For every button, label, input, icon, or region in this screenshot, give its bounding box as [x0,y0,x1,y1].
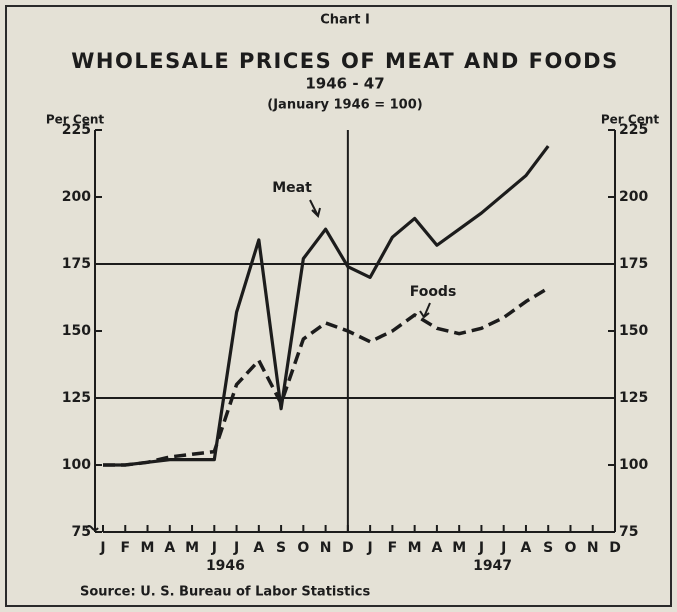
series-annotation: Foods [410,284,457,300]
x-tick-label: F [120,540,130,556]
y2-tick-label: 150 [619,323,648,339]
y-axis-label: Per Cent [46,113,105,127]
y2-tick-label: 225 [619,122,648,138]
x-tick-label: J [478,540,484,556]
year-label: 1947 [473,558,512,574]
source: Source: U. S. Bureau of Labor Statistics [80,585,370,600]
y2-tick-label: 175 [619,256,648,272]
x-tick-label: A [431,540,442,556]
x-tick-label: D [609,540,621,556]
series-line [103,145,550,467]
x-tick-label: M [452,540,466,556]
x-tick-label: O [297,540,309,556]
y-tick-label: 200 [62,189,91,205]
meat-arrow [309,199,321,218]
chart-title: WHOLESALE PRICES OF MEAT AND FOODS [71,49,618,73]
x-tick-label: M [408,540,422,556]
y2-tick-label: 125 [619,390,648,406]
x-tick-label: J [500,540,506,556]
y2-tick-label: 100 [619,457,648,473]
frame [5,5,672,607]
chart-subtitle: 1946 - 47 [305,75,384,93]
year-label: 1946 [206,558,245,574]
y-tick-label: 100 [62,457,91,473]
base-note: (January 1946 = 100) [267,98,422,113]
x-tick-label: A [521,540,532,556]
x-tick-label: M [185,540,199,556]
series-annotation: Meat [272,180,312,196]
y-tick-label: 225 [62,122,91,138]
x-tick-label: J [233,540,239,556]
chart-number: Chart I [320,13,370,28]
y2-tick-label: 200 [619,189,648,205]
x-tick-label: F [388,540,398,556]
x-tick-label: O [565,540,577,556]
series-line [103,286,550,467]
x-tick-label: J [211,540,217,556]
foods-arrow [419,302,431,319]
x-tick-label: J [99,540,105,556]
x-tick-label: D [342,540,354,556]
x-tick-label: S [543,540,553,556]
x-tick-label: N [320,540,332,556]
x-tick-label: N [587,540,599,556]
x-tick-label: A [164,540,175,556]
x-tick-label: J [367,540,373,556]
y-tick-label: 150 [62,323,91,339]
y2-tick-label: 75 [619,524,638,540]
x-tick-label: S [276,540,286,556]
y-tick-label: 125 [62,390,91,406]
axis-break [85,525,99,531]
x-tick-label: A [253,540,264,556]
y-tick-label: 175 [62,256,91,272]
y2-axis-label: Per Cent [601,113,660,127]
x-tick-label: M [141,540,155,556]
y-tick-label: 75 [72,524,91,540]
